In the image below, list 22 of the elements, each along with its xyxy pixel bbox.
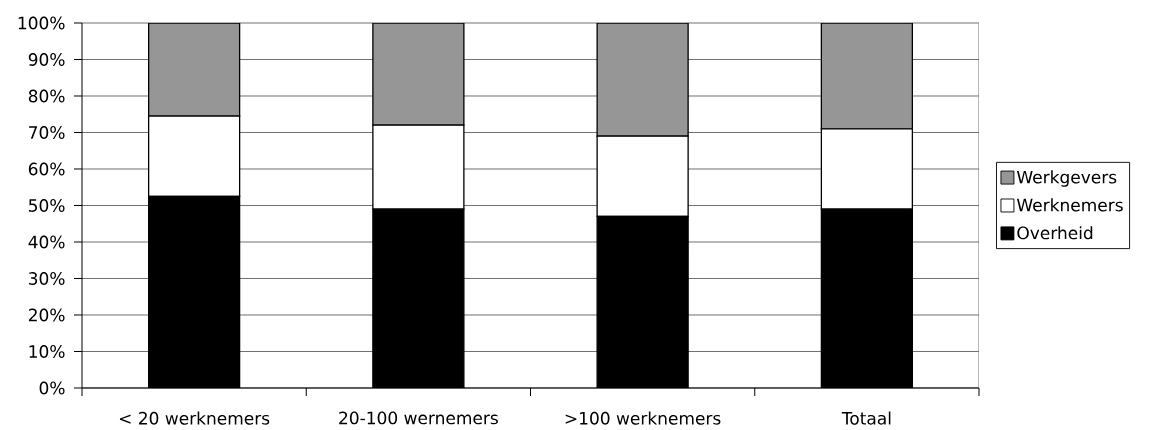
y-tick-label: 0% <box>39 381 65 395</box>
y-tick-label: 10% <box>29 345 65 358</box>
y-tick-label: 60% <box>28 162 65 176</box>
y-tick-label: 50% <box>29 199 65 212</box>
y-tick-label: 30% <box>29 272 65 285</box>
legend-label: Overheid <box>1017 226 1093 240</box>
y-tick-label: 40% <box>28 235 65 249</box>
x-tick-label: >100 werknemers <box>565 411 721 425</box>
x-tick-label: < 20 werknemers <box>119 411 270 425</box>
y-tick-label: 100% <box>18 16 65 30</box>
bar <box>372 22 465 126</box>
bar <box>820 22 914 130</box>
x-tick-label: Totaal <box>841 411 891 425</box>
legend-label: Werkgevers <box>1016 170 1117 187</box>
bar <box>147 22 241 117</box>
y-tick-label: 80% <box>28 89 65 103</box>
y-tick-label: 70% <box>29 126 65 139</box>
legend-label: Werknemers <box>1016 198 1123 212</box>
x-tick-label: 20-100 wernemers <box>339 411 498 425</box>
y-tick-label: 90% <box>28 53 65 66</box>
bar <box>596 22 689 137</box>
y-tick-label: 20% <box>28 308 65 322</box>
